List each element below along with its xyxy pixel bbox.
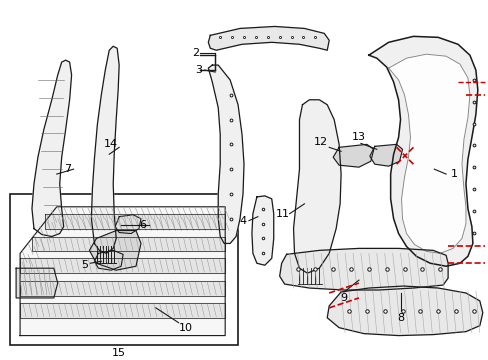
Polygon shape <box>32 237 224 251</box>
Text: 5: 5 <box>81 260 88 270</box>
Text: 3: 3 <box>195 65 202 75</box>
Text: 7: 7 <box>64 164 71 174</box>
Text: 10: 10 <box>178 323 192 333</box>
Text: 12: 12 <box>314 138 327 147</box>
Polygon shape <box>332 144 373 167</box>
Polygon shape <box>368 36 477 266</box>
Text: 4: 4 <box>239 216 246 226</box>
Polygon shape <box>369 144 402 166</box>
Polygon shape <box>20 207 224 336</box>
Text: 1: 1 <box>449 169 457 179</box>
Text: 6: 6 <box>139 220 146 230</box>
Polygon shape <box>20 281 224 296</box>
Bar <box>10 194 238 345</box>
Polygon shape <box>208 26 328 50</box>
Text: 9: 9 <box>340 293 347 303</box>
Text: 13: 13 <box>351 132 365 143</box>
Polygon shape <box>32 60 71 237</box>
Polygon shape <box>388 54 469 253</box>
Text: 15: 15 <box>112 348 126 359</box>
Polygon shape <box>20 258 224 273</box>
Text: 14: 14 <box>104 139 118 149</box>
Polygon shape <box>91 46 119 253</box>
Polygon shape <box>326 286 482 336</box>
Polygon shape <box>16 268 58 298</box>
Polygon shape <box>94 250 123 270</box>
Polygon shape <box>45 214 224 229</box>
Text: 2: 2 <box>191 48 199 58</box>
Polygon shape <box>89 230 141 270</box>
Text: 11: 11 <box>275 209 289 219</box>
Polygon shape <box>115 215 141 234</box>
Polygon shape <box>208 65 244 243</box>
Text: 8: 8 <box>396 313 403 323</box>
Polygon shape <box>20 303 224 318</box>
Polygon shape <box>279 248 447 290</box>
Polygon shape <box>293 100 341 273</box>
Polygon shape <box>251 196 273 265</box>
